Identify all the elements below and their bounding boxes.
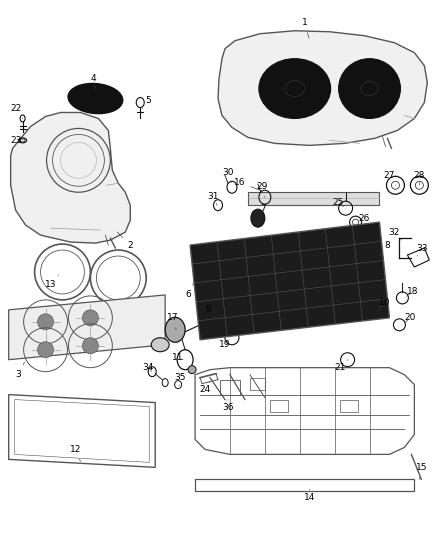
Text: 27: 27 <box>384 171 396 185</box>
Polygon shape <box>190 222 389 340</box>
Text: 32: 32 <box>389 228 401 240</box>
Text: 12: 12 <box>70 445 81 462</box>
Text: 34: 34 <box>142 363 154 372</box>
Text: 8: 8 <box>379 240 390 256</box>
Ellipse shape <box>165 317 185 342</box>
Text: 24: 24 <box>199 382 211 394</box>
Text: 13: 13 <box>45 275 59 289</box>
Ellipse shape <box>371 248 381 256</box>
Text: 21: 21 <box>334 360 348 372</box>
Text: 16: 16 <box>234 178 262 191</box>
Text: 7: 7 <box>260 204 266 218</box>
Bar <box>220 379 240 394</box>
Bar <box>250 378 265 390</box>
Polygon shape <box>11 112 130 243</box>
Ellipse shape <box>339 59 400 118</box>
Text: 18: 18 <box>406 287 418 296</box>
Ellipse shape <box>259 59 331 118</box>
Text: 4: 4 <box>91 74 96 88</box>
Text: 20: 20 <box>405 313 416 323</box>
Bar <box>339 400 357 411</box>
Polygon shape <box>218 31 427 146</box>
Text: 28: 28 <box>413 171 425 185</box>
Bar <box>270 400 288 411</box>
Circle shape <box>82 338 99 354</box>
Circle shape <box>82 310 99 326</box>
Text: 33: 33 <box>417 244 428 256</box>
Circle shape <box>38 342 53 358</box>
Polygon shape <box>9 295 165 360</box>
Text: 19: 19 <box>219 340 231 349</box>
Text: 26: 26 <box>359 214 370 223</box>
Text: 3: 3 <box>16 362 25 379</box>
Text: 1: 1 <box>302 18 309 38</box>
Text: 15: 15 <box>416 463 427 479</box>
Ellipse shape <box>151 338 169 352</box>
Text: 6: 6 <box>185 282 194 300</box>
Text: 30: 30 <box>222 168 234 183</box>
Text: 5: 5 <box>142 96 151 109</box>
Text: 23: 23 <box>10 136 21 145</box>
Ellipse shape <box>68 84 123 114</box>
Text: 36: 36 <box>222 400 234 412</box>
Text: 25: 25 <box>332 198 343 207</box>
Text: 22: 22 <box>10 104 23 118</box>
Text: 2: 2 <box>117 232 133 249</box>
Text: 10: 10 <box>379 298 390 308</box>
Text: 29: 29 <box>256 182 268 197</box>
Text: 14: 14 <box>304 489 315 502</box>
Text: 9: 9 <box>205 305 215 318</box>
Ellipse shape <box>251 209 265 227</box>
Text: 17: 17 <box>167 313 179 330</box>
Circle shape <box>38 314 53 330</box>
Text: 11: 11 <box>173 353 184 362</box>
Polygon shape <box>248 192 379 205</box>
Text: 31: 31 <box>207 192 219 205</box>
Text: 35: 35 <box>174 373 186 385</box>
Ellipse shape <box>188 366 196 374</box>
